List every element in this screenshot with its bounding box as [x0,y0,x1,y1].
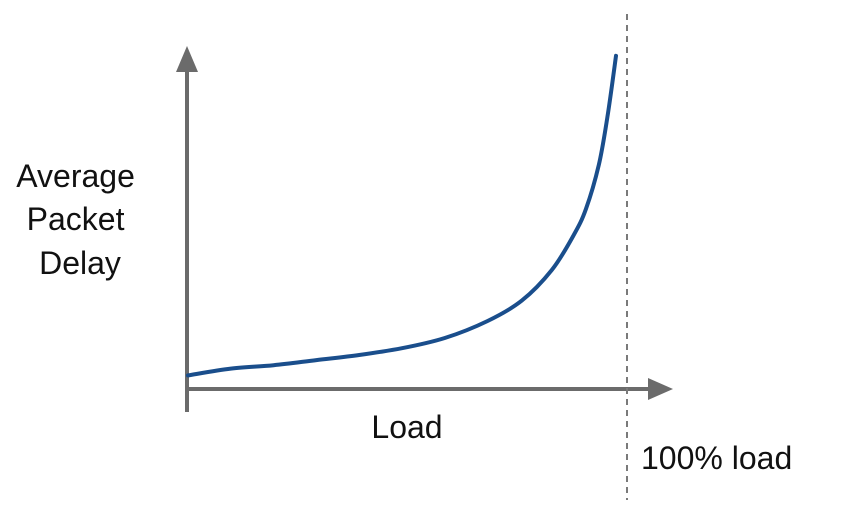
y-axis-label: Average Packet Delay [16,158,144,281]
axes [176,46,673,412]
y-axis-arrow [176,46,198,72]
x-axis-label: Load [371,409,442,445]
y-axis-label-line-3: Delay [39,245,121,281]
y-axis-label-line-1: Average [16,158,135,194]
delay-curve [186,53,618,378]
x-axis-arrow [648,378,673,400]
y-axis-label-line-2: Packet [27,201,125,237]
full-load-label: 100% load [641,440,792,476]
